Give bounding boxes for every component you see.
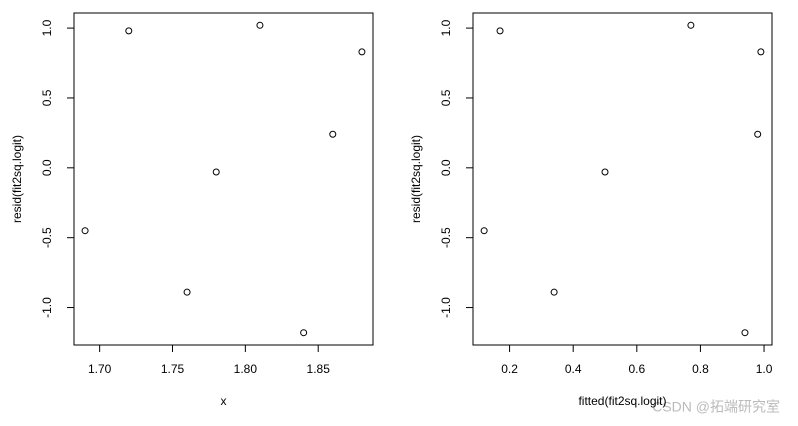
plot-box [472, 12, 773, 346]
watermark: CSDN @拓端研究室 [652, 399, 780, 415]
y-axis-label: resid(fit2sq.logit) [409, 135, 423, 223]
point [300, 329, 308, 337]
point [741, 329, 749, 337]
point [754, 130, 762, 138]
y-tick-label: 0.5 [439, 89, 453, 106]
x-tick-label: 1.75 [161, 362, 185, 376]
y-tick-label: 1.0 [439, 19, 453, 36]
plot-box [73, 12, 374, 346]
point [256, 21, 264, 29]
y-tick-label: 1.0 [40, 19, 54, 36]
point [496, 27, 504, 35]
y-axis-label: resid(fit2sq.logit) [10, 135, 24, 223]
y-tick-label: 0.0 [40, 159, 54, 176]
x-tick-label: 1.70 [88, 362, 112, 376]
point [212, 168, 220, 176]
x-tick-label: 0.4 [565, 362, 582, 376]
x-tick-label: 0.2 [501, 362, 518, 376]
point [81, 227, 89, 235]
point [757, 48, 765, 56]
x-tick-label: 1.80 [234, 362, 258, 376]
x-axis-label: x [221, 394, 227, 408]
point [480, 227, 488, 235]
point [329, 130, 337, 138]
x-tick-label: 0.8 [692, 362, 709, 376]
point [687, 21, 695, 29]
x-tick-label: 1.85 [307, 362, 331, 376]
y-tick-label: -0.5 [439, 227, 453, 248]
x-axis-label: fitted(fit2sq.logit) [578, 394, 666, 408]
y-tick-label: -0.5 [40, 227, 54, 248]
y-tick-label: -1.0 [40, 297, 54, 318]
x-tick-label: 1.0 [756, 362, 773, 376]
point [601, 168, 609, 176]
y-tick-label: 0.0 [439, 159, 453, 176]
y-tick-label: -1.0 [439, 297, 453, 318]
point [125, 27, 133, 35]
x-tick-label: 0.6 [628, 362, 645, 376]
point [358, 48, 366, 56]
point [183, 288, 191, 296]
point [550, 288, 558, 296]
y-tick-label: 0.5 [40, 89, 54, 106]
